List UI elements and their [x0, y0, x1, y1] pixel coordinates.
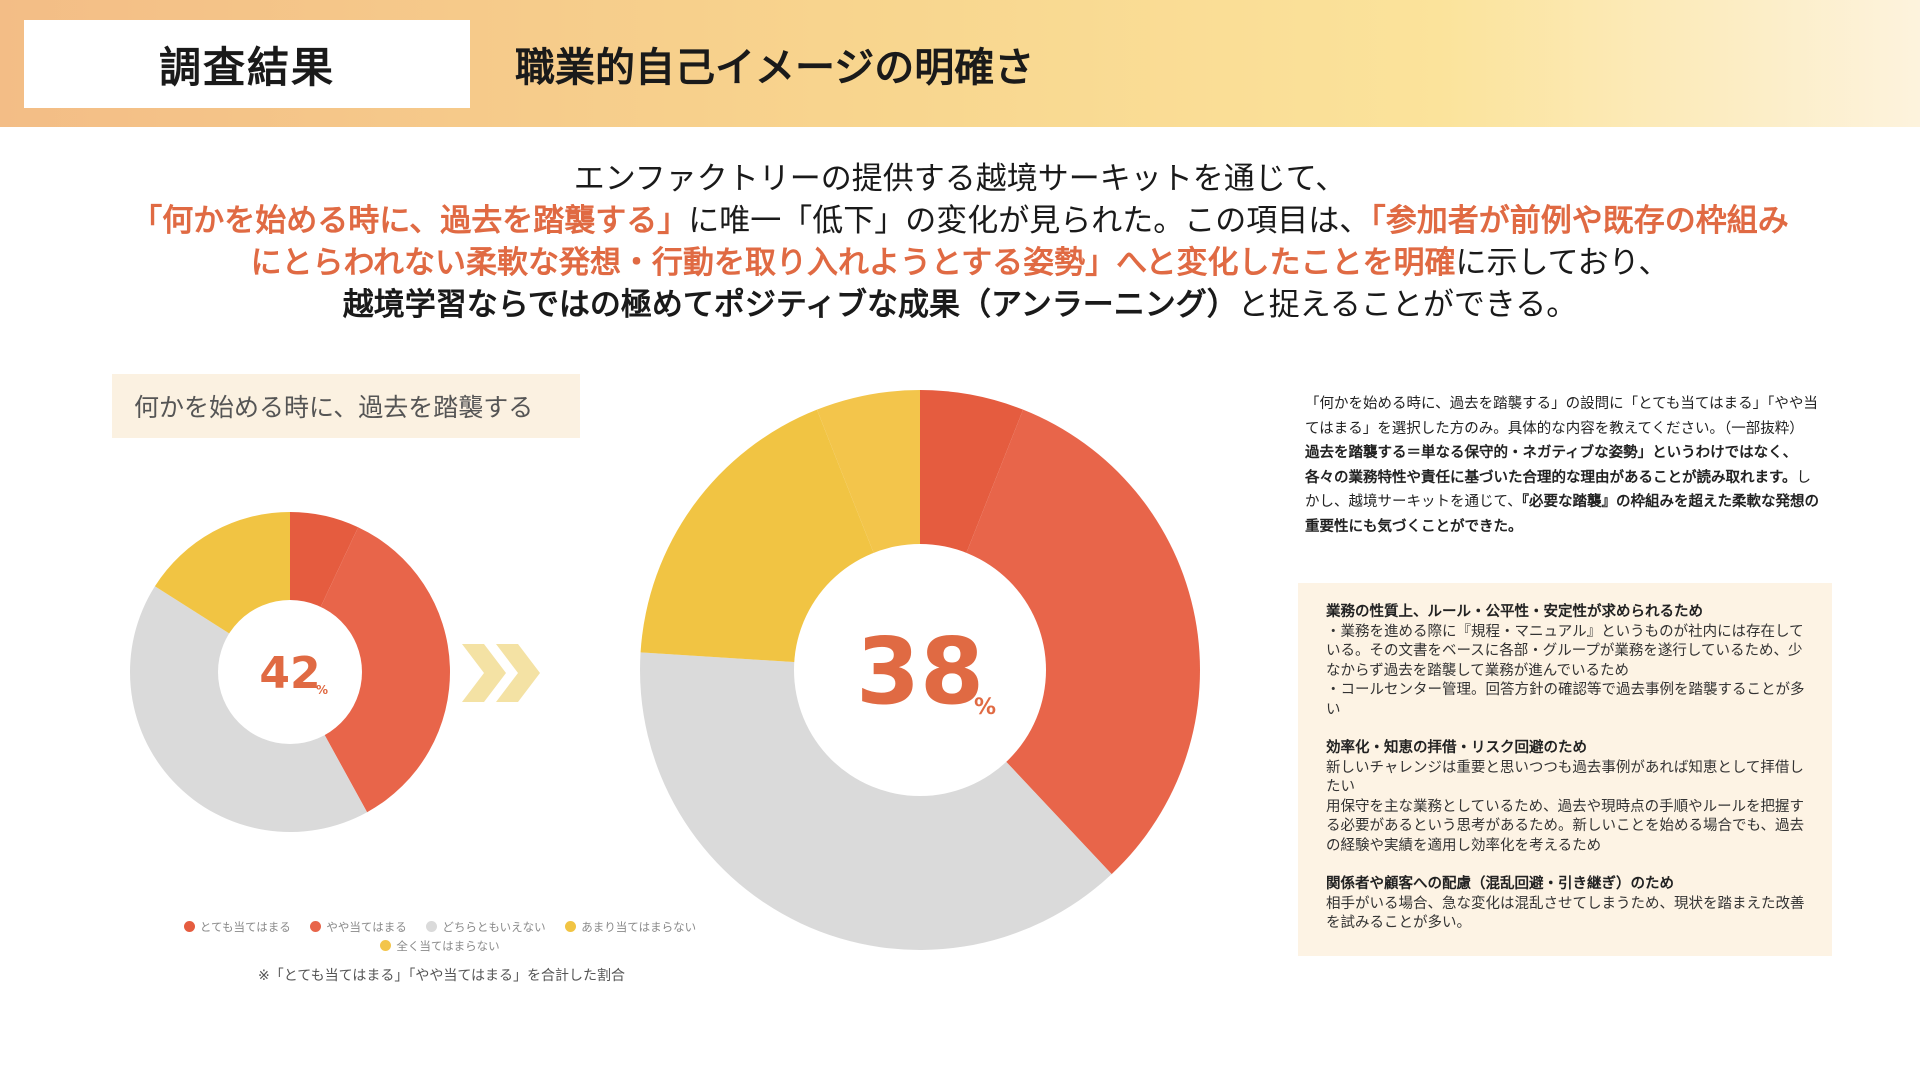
donut-chart-before: 42% — [130, 512, 450, 832]
reasons-panel: 業務の性質上、ルール・公平性・安定性が求められるため ・業務を進める際に『規程・… — [1298, 583, 1832, 956]
quote-bold-2: 『必要な踏襲』の枠組みを超えた柔軟な発想の重要性にも気づくことができた。 — [1305, 494, 1820, 535]
summary-plain-3: に示しており、 — [1455, 245, 1670, 281]
reason-block: 効率化・知恵の拝借・リスク回避のため 新しいチャレンジは重要と思いつつも過去事例… — [1326, 739, 1808, 856]
chevron-arrow-icon — [462, 644, 540, 702]
reason-text: 用保守を主な業務としているため、過去や現時点の手順やルールを把握する必要があると… — [1326, 798, 1805, 854]
legend-item-2: やや当てはまる — [310, 918, 407, 937]
legend-dot-3 — [426, 921, 438, 932]
summary-bold-4: 越境学習ならではの極めてポジティブな成果（アンラーニング） — [342, 287, 1238, 323]
legend-label-1: とても当てはまる — [199, 920, 291, 934]
legend-label-2: やや当てはまる — [326, 920, 407, 934]
reason-title: 効率化・知恵の拝借・リスク回避のため — [1326, 740, 1587, 756]
donut-1-center-unit: % — [316, 683, 328, 697]
summary-text: エンファクトリーの提供する越境サーキットを通じて、 「何かを始める時に、過去を踏… — [0, 158, 1920, 326]
legend-item-5: 全く当てはまらない — [380, 937, 500, 956]
section-label: 調査結果 — [24, 20, 470, 108]
reason-text: ・業務を進める際に『規程・マニュアル』というものが社内には存在している。その文書… — [1326, 623, 1804, 679]
donut-1-center-value: 42 — [259, 648, 320, 699]
chevron-2 — [496, 644, 540, 702]
quote-intro: 「何かを始める時に、過去を踏襲する」の設問に「とても当てはまる」「やや当てはまる… — [1305, 396, 1818, 437]
reason-text: 相手がいる場合、急な変化は混乱させてしまうため、現状を踏まえた改善を試みることが… — [1326, 895, 1805, 932]
legend-dot-4 — [565, 921, 577, 932]
legend-dot-1 — [183, 921, 195, 932]
legend-label-3: どちらともいえない — [442, 920, 546, 934]
summary-line-2: 「何かを始める時に、過去を踏襲する」に唯一「低下」の変化が見られた。この項目は、… — [0, 200, 1920, 242]
reason-text: 新しいチャレンジは重要と思いつつも過去事例があれば知恵として拝借したい — [1326, 759, 1804, 796]
summary-highlight-3: にとらわれない柔軟な発想・行動を取り入れようとする姿勢」へと変化したことを明確 — [250, 245, 1456, 281]
donut-2-center-unit: % — [974, 695, 996, 720]
summary-highlight-1: 「何かを始める時に、過去を踏襲する」 — [131, 203, 689, 239]
reason-block: 関係者や顧客への配慮（混乱回避・引き継ぎ）のため 相手がいる場合、急な変化は混乱… — [1326, 875, 1808, 934]
reason-title: 関係者や顧客への配慮（混乱回避・引き継ぎ）のため — [1326, 876, 1674, 892]
chart-legend: とても当てはまる やや当てはまる どちらともいえない あまり当てはまらない 全く… — [160, 918, 720, 956]
summary-line-3: にとらわれない柔軟な発想・行動を取り入れようとする姿勢」へと変化したことを明確に… — [0, 242, 1920, 284]
chart-question-label: 何かを始める時に、過去を踏襲する — [112, 374, 580, 438]
donut-1-hole — [218, 600, 362, 744]
summary-plain-2: に唯一「低下」の変化が見られた。この項目は、 — [688, 203, 1371, 239]
donut-2-hole — [794, 544, 1046, 796]
reason-block: 業務の性質上、ルール・公平性・安定性が求められるため ・業務を進める際に『規程・… — [1326, 603, 1808, 720]
summary-line-1: エンファクトリーの提供する越境サーキットを通じて、 — [573, 161, 1347, 197]
donut-chart-after: 38% — [640, 390, 1200, 950]
summary-highlight-2: 「参加者が前例や既存の枠組み — [1370, 203, 1789, 239]
header-banner: 調査結果 職業的自己イメージの明確さ — [0, 0, 1920, 127]
page-title: 職業的自己イメージの明確さ — [515, 45, 1035, 91]
chart-footnote: ※「とても当てはまる」「やや当てはまる」を合計した割合 — [258, 968, 626, 984]
legend-label-4: あまり当てはまらない — [581, 920, 697, 934]
legend-dot-2 — [310, 921, 322, 932]
quote-bold: 過去を踏襲する＝単なる保守的・ネガティブな姿勢」というわけではなく、各々の業務特… — [1305, 445, 1798, 486]
legend-item-4: あまり当てはまらない — [565, 918, 696, 937]
chevron-1 — [462, 644, 506, 702]
legend-item-3: どちらともいえない — [426, 918, 546, 937]
survey-quote: 「何かを始める時に、過去を踏襲する」の設問に「とても当てはまる」「やや当てはまる… — [1305, 392, 1825, 539]
legend-dot-5 — [380, 940, 392, 951]
legend-item-1: とても当てはまる — [183, 918, 291, 937]
donut-2-slice-3 — [640, 652, 1112, 950]
reason-title: 業務の性質上、ルール・公平性・安定性が求められるため — [1326, 604, 1703, 620]
reason-text: ・コールセンター管理。回答方針の確認等で過去事例を踏襲することが多い — [1326, 682, 1805, 718]
summary-plain-4: と捉えることができる。 — [1237, 287, 1578, 323]
quote-mid: しかし、越境サーキットを通じて、 — [1305, 469, 1812, 511]
donut-2-slice-2 — [920, 409, 1200, 875]
donut-2-center-value: 38 — [856, 618, 984, 725]
legend-label-5: 全く当てはまらない — [396, 939, 500, 953]
donut-1-slice-2 — [290, 527, 450, 813]
summary-line-4: 越境学習ならではの極めてポジティブな成果（アンラーニング）と捉えることができる。 — [0, 284, 1920, 326]
